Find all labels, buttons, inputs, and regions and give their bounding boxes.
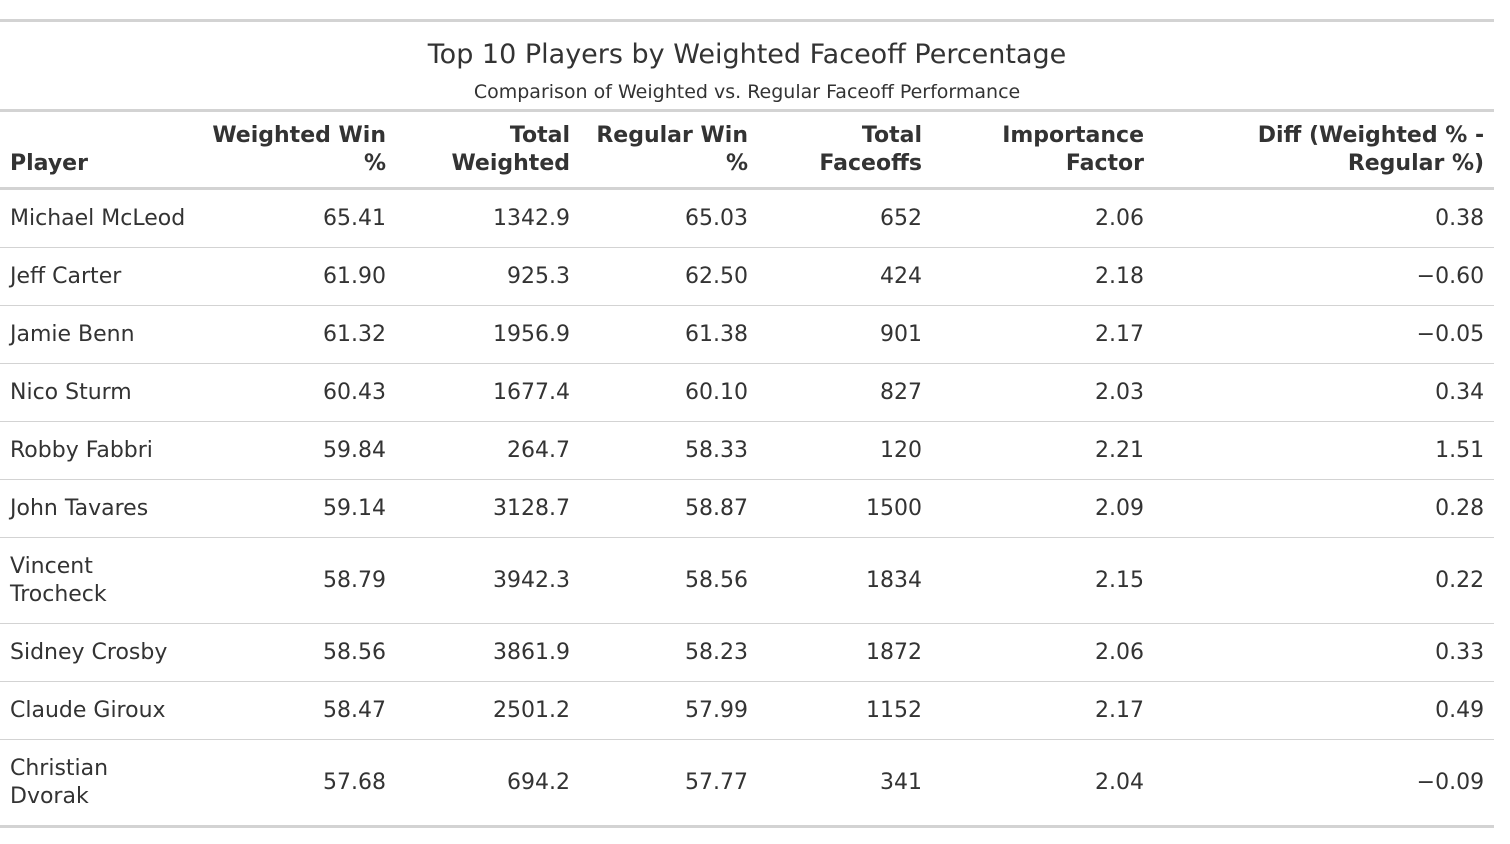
cell-importance-factor: 2.17 — [932, 305, 1154, 364]
cell-diff: −0.09 — [1416, 770, 1485, 795]
cell-weighted-win-pct: 59.14 — [198, 479, 396, 538]
column-header-weighted-win-pct: Weighted Win % — [198, 110, 396, 190]
cell-total-faceoffs: 901 — [758, 305, 932, 364]
cell-diff: −0.60 — [1154, 247, 1495, 306]
cell-player: Sidney Crosby — [0, 623, 198, 682]
cell-importance-factor: 2.17 — [932, 681, 1154, 740]
cell-regular-win-pct: 58.87 — [580, 479, 758, 538]
cell-player: Christian Dvorak — [10, 756, 109, 809]
cell-total-weighted: 3942.3 — [396, 537, 580, 624]
cell-importance-factor: 2.09 — [932, 479, 1154, 538]
cell-diff: 0.22 — [1154, 537, 1495, 624]
table-header: Top 10 Players by Weighted Faceoff Perce… — [0, 20, 1495, 112]
table-row: Sidney Crosby 58.56 3861.9 58.23 1872 2.… — [0, 623, 1495, 682]
cell-total-weighted: 3861.9 — [396, 623, 580, 682]
cell-regular-win-pct: 57.99 — [580, 681, 758, 740]
table-row: Christian Dvorak 57.68 694.2 57.77 341 2… — [0, 740, 1494, 827]
cell-importance-factor: 2.15 — [932, 537, 1154, 624]
cell-total-faceoffs: 1500 — [758, 479, 932, 538]
table-row: Claude Giroux 58.47 2501.2 57.99 1152 2.… — [0, 681, 1495, 740]
cell-total-faceoffs: 827 — [758, 363, 932, 422]
cell-player: Vincent Trocheck — [0, 537, 198, 624]
cell-weighted-win-pct: 58.79 — [198, 537, 396, 624]
cell-total-faceoffs: 1152 — [758, 681, 932, 740]
cell-total-faceoffs: 1872 — [758, 623, 932, 682]
cell-player: John Tavares — [0, 479, 198, 538]
cell-diff: 0.49 — [1154, 681, 1495, 740]
faceoff-table: Top 10 Players by Weighted Faceoff Perce… — [0, 19, 1495, 828]
cell-regular-win-pct: 58.56 — [580, 537, 758, 624]
cell-regular-win-pct: 58.23 — [580, 623, 758, 682]
column-header-total-faceoffs: Total Faceoffs — [758, 110, 932, 190]
cell-diff: 0.34 — [1154, 363, 1495, 422]
cell-importance-factor: 2.03 — [932, 363, 1154, 422]
cell-total-weighted: 1677.4 — [396, 363, 580, 422]
cell-regular-win-pct: 62.50 — [580, 247, 758, 306]
cell-total-weighted: 1956.9 — [396, 305, 580, 364]
cell-regular-win-pct: 57.77 — [685, 770, 748, 795]
table-row: Vincent Trocheck 58.79 3942.3 58.56 1834… — [0, 537, 1495, 624]
cell-player: Michael McLeod — [0, 188, 198, 248]
cell-player: Jamie Benn — [0, 305, 198, 364]
cell-total-faceoffs: 341 — [880, 770, 922, 795]
cell-total-weighted: 264.7 — [396, 421, 580, 480]
cell-total-weighted: 1342.9 — [396, 188, 580, 248]
cell-diff: 1.51 — [1154, 421, 1495, 480]
cell-importance-factor: 2.06 — [932, 623, 1154, 682]
cell-weighted-win-pct: 61.90 — [198, 247, 396, 306]
cell-weighted-win-pct: 60.43 — [198, 363, 396, 422]
column-header-regular-win-pct: Regular Win % — [580, 110, 758, 190]
cell-regular-win-pct: 60.10 — [580, 363, 758, 422]
column-header-row: Player Weighted Win % Total Weighted Reg… — [0, 110, 1495, 190]
cell-total-faceoffs: 120 — [758, 421, 932, 480]
table-row: Jeff Carter 61.90 925.3 62.50 424 2.18 −… — [0, 247, 1495, 306]
column-header-importance-factor: Importance Factor — [932, 110, 1154, 190]
cell-weighted-win-pct: 65.41 — [198, 188, 396, 248]
cell-importance-factor: 2.21 — [932, 421, 1154, 480]
cell-player: Jeff Carter — [0, 247, 198, 306]
cell-diff: 0.28 — [1154, 479, 1495, 538]
cell-player: Robby Fabbri — [0, 421, 198, 480]
cell-importance-factor: 2.06 — [932, 188, 1154, 248]
cell-total-faceoffs: 1834 — [758, 537, 932, 624]
table-title: Top 10 Players by Weighted Faceoff Perce… — [427, 38, 1067, 70]
table-row: Robby Fabbri 59.84 264.7 58.33 120 2.21 … — [0, 421, 1495, 480]
cell-regular-win-pct: 58.33 — [580, 421, 758, 480]
column-header-diff: Diff (Weighted % - Regular %) — [1154, 110, 1495, 190]
cell-weighted-win-pct: 58.56 — [198, 623, 396, 682]
cell-weighted-win-pct: 58.47 — [198, 681, 396, 740]
cell-importance-factor: 2.04 — [1095, 770, 1144, 795]
faceoff-table-container: Top 10 Players by Weighted Faceoff Perce… — [0, 19, 1495, 828]
cell-total-weighted: 925.3 — [396, 247, 580, 306]
cell-player: Nico Sturm — [0, 363, 198, 422]
cell-diff: 0.33 — [1154, 623, 1495, 682]
table-row: Michael McLeod 65.41 1342.9 65.03 652 2.… — [0, 188, 1495, 248]
cell-importance-factor: 2.18 — [932, 247, 1154, 306]
cell-total-faceoffs: 424 — [758, 247, 932, 306]
table-row: Nico Sturm 60.43 1677.4 60.10 827 2.03 0… — [0, 363, 1495, 422]
cell-total-weighted: 2501.2 — [396, 681, 580, 740]
cell-player: Claude Giroux — [0, 681, 198, 740]
cell-diff: 0.38 — [1154, 188, 1495, 248]
cell-total-weighted: 3128.7 — [396, 479, 580, 538]
cell-total-weighted: 694.2 — [507, 770, 570, 795]
table-row: John Tavares 59.14 3128.7 58.87 1500 2.0… — [0, 479, 1495, 538]
cell-weighted-win-pct: 59.84 — [198, 421, 396, 480]
column-header-total-weighted: Total Weighted — [396, 110, 580, 190]
cell-weighted-win-pct: 61.32 — [198, 305, 396, 364]
column-header-player: Player — [0, 110, 198, 190]
cell-total-faceoffs: 652 — [758, 188, 932, 248]
cell-weighted-win-pct: 57.68 — [323, 770, 386, 795]
table-row: Jamie Benn 61.32 1956.9 61.38 901 2.17 −… — [0, 305, 1495, 364]
table-subtitle: Comparison of Weighted vs. Regular Faceo… — [473, 80, 1021, 103]
cell-regular-win-pct: 65.03 — [580, 188, 758, 248]
cell-regular-win-pct: 61.38 — [580, 305, 758, 364]
cell-diff: −0.05 — [1154, 305, 1495, 364]
